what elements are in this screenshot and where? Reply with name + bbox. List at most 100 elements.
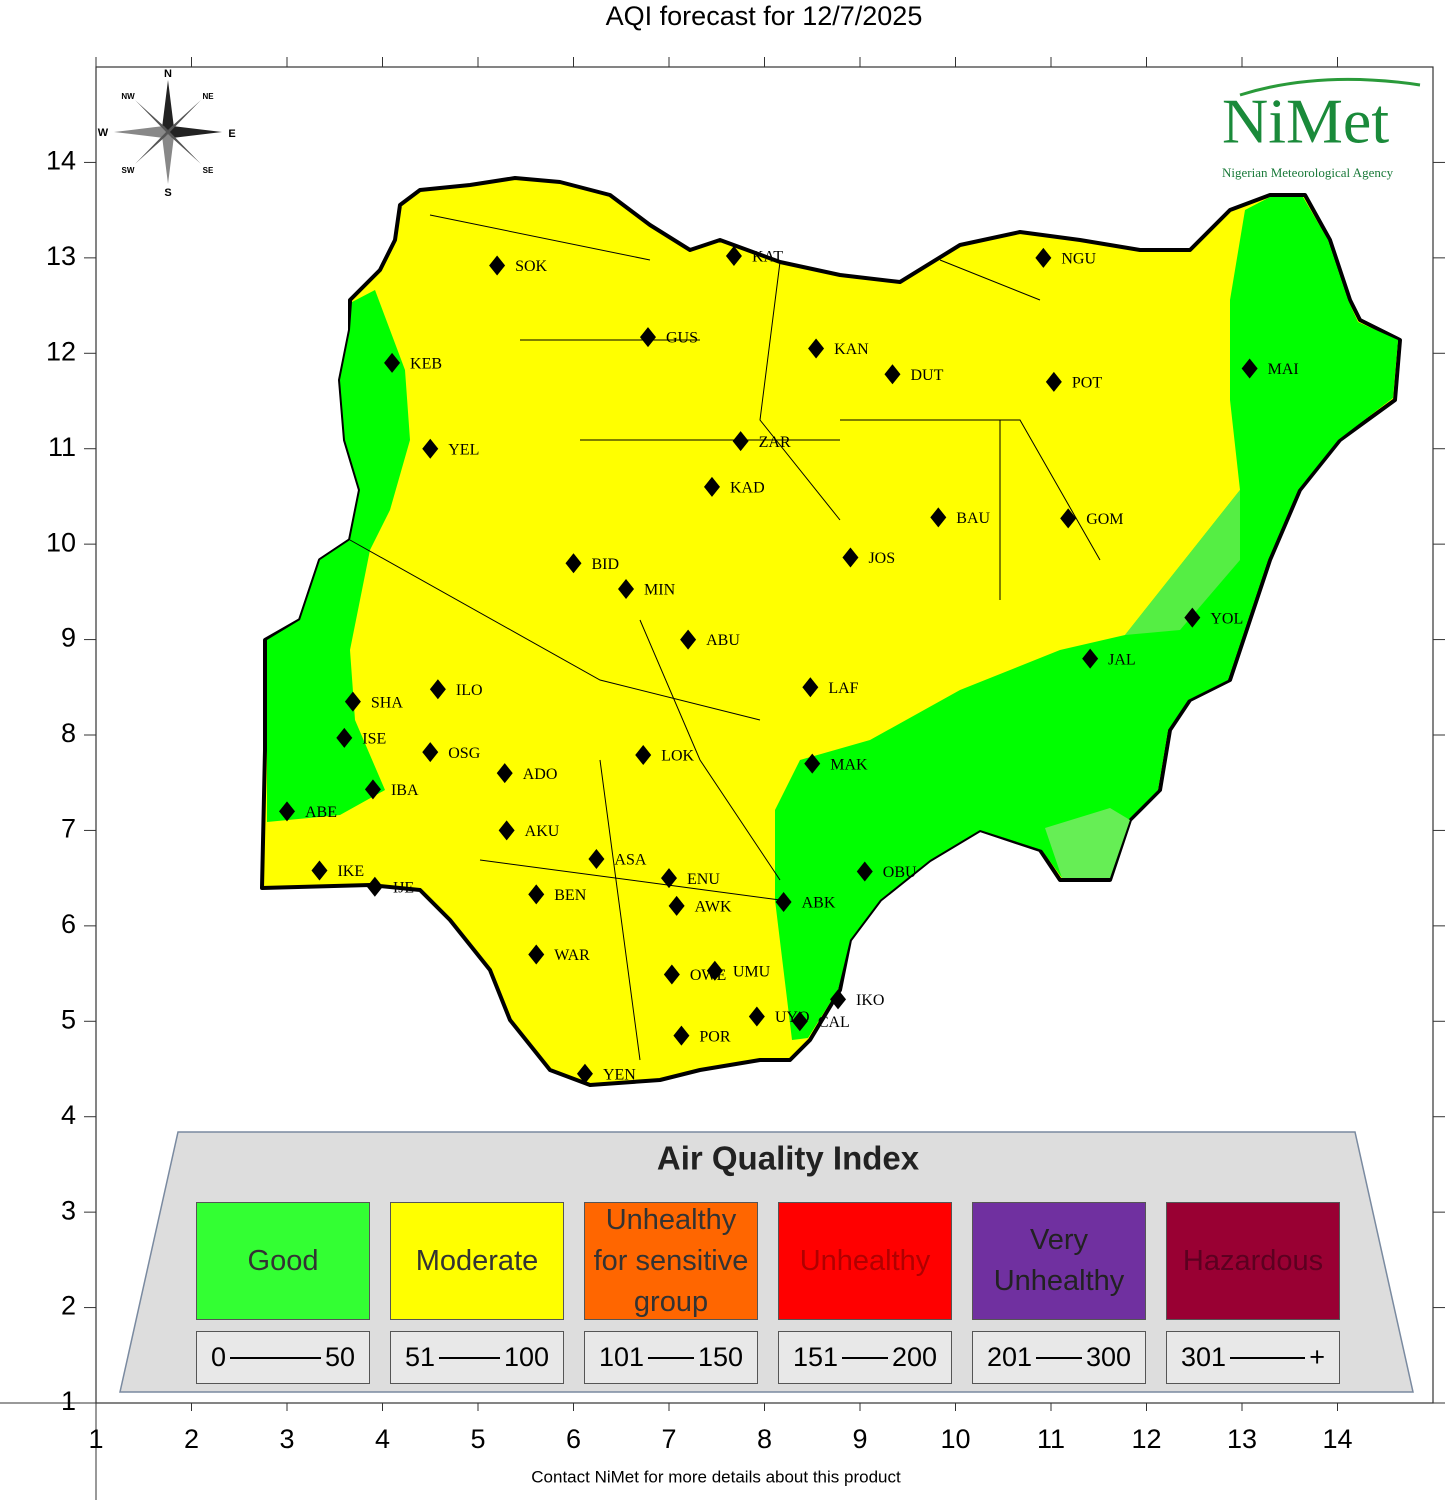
legend-swatch: Moderate xyxy=(390,1202,564,1320)
station-label: OBU xyxy=(883,864,917,881)
station xyxy=(618,578,635,599)
country xyxy=(260,176,1402,1087)
x-tick-label: 12 xyxy=(1131,1424,1161,1454)
station xyxy=(336,727,353,748)
range-value: 301 xyxy=(1181,1342,1227,1372)
station-label: JOS xyxy=(868,550,895,567)
legend-swatch: Unhealthy xyxy=(778,1202,952,1320)
station-label: ENU xyxy=(687,871,720,888)
legend-swatch: Hazardous xyxy=(1166,1202,1340,1320)
station-label: IKE xyxy=(337,863,364,880)
station-label: MAI xyxy=(1268,361,1299,378)
station xyxy=(1241,358,1258,379)
station-label: MIN xyxy=(644,582,676,599)
range-value: 50 xyxy=(324,1342,355,1372)
station xyxy=(680,629,697,650)
station-label: ISE xyxy=(362,731,386,748)
station-label: IBA xyxy=(391,782,419,799)
station-label: BAU xyxy=(956,510,990,527)
compass-label: SE xyxy=(203,166,214,175)
legend-range: 51 100 xyxy=(390,1331,564,1384)
x-tick-label: 3 xyxy=(279,1424,294,1454)
y-tick-label: 2 xyxy=(61,1291,76,1321)
station xyxy=(528,944,545,965)
range-value: 101 xyxy=(599,1342,645,1372)
station xyxy=(635,745,652,766)
station xyxy=(725,245,742,266)
station-label: AWK xyxy=(695,898,732,915)
y-tick-label: 9 xyxy=(61,623,76,653)
y-tick-label: 1 xyxy=(61,1386,76,1416)
station-label: IKO xyxy=(856,992,884,1009)
x-tick-label: 13 xyxy=(1227,1424,1257,1454)
range-value: 200 xyxy=(891,1342,937,1372)
station xyxy=(279,801,295,822)
compass-label: W xyxy=(98,127,109,139)
station-label: ADO xyxy=(523,766,558,783)
station xyxy=(663,964,680,985)
range-arrow xyxy=(1230,1356,1306,1359)
station-label: CAL xyxy=(818,1014,850,1031)
station xyxy=(804,753,821,774)
station-label: ILO xyxy=(456,682,483,699)
range-value: 300 xyxy=(1085,1342,1131,1372)
legend-range: 151 200 xyxy=(778,1331,952,1384)
compass-label: E xyxy=(228,128,235,140)
station-label: ABE xyxy=(305,804,337,821)
range-arrow xyxy=(842,1356,888,1359)
legend-panel xyxy=(119,1131,1414,1393)
range-value: 0 xyxy=(211,1342,227,1372)
station-label: OSG xyxy=(448,745,480,762)
logo: NiMet Nigerian Meteorological Agency xyxy=(1222,77,1421,180)
station xyxy=(344,691,361,712)
x-tick-label: 6 xyxy=(566,1424,581,1454)
station xyxy=(791,1011,808,1032)
title: AQI forecast for 12/7/2025 xyxy=(606,1,923,31)
station xyxy=(496,763,513,784)
station-label: YEL xyxy=(448,441,479,458)
station-label: KAD xyxy=(730,480,765,497)
station xyxy=(775,892,792,912)
station xyxy=(489,255,506,276)
y-tick-label: 6 xyxy=(61,909,76,939)
y-tick-label: 14 xyxy=(46,146,76,176)
legend-range: 101 150 xyxy=(584,1331,758,1384)
station xyxy=(429,679,446,700)
legend-swatch: Good xyxy=(196,1202,370,1320)
x-tick-label: 2 xyxy=(184,1424,199,1454)
x-tick-label: 11 xyxy=(1037,1424,1065,1454)
station-label: GUS xyxy=(666,330,698,347)
station xyxy=(703,476,720,497)
compass xyxy=(114,80,222,184)
station-label: YOL xyxy=(1210,610,1243,627)
station xyxy=(1035,247,1052,268)
range-value: 151 xyxy=(793,1342,839,1372)
station xyxy=(422,742,439,763)
station-label: UMU xyxy=(733,963,771,980)
station-label: SOK xyxy=(515,258,547,275)
y-tick-label: 5 xyxy=(61,1004,76,1034)
station-label: KEB xyxy=(410,356,442,373)
station xyxy=(884,364,901,385)
legend-range: 0 50 xyxy=(196,1331,370,1384)
station xyxy=(802,677,819,698)
legend-range: 301 + xyxy=(1166,1331,1340,1384)
compass-label: NW xyxy=(121,92,135,101)
station xyxy=(366,876,383,897)
range-arrow xyxy=(439,1356,500,1359)
y-tick-label: 11 xyxy=(48,432,76,462)
x-tick-label: 5 xyxy=(470,1424,485,1454)
station xyxy=(422,438,439,459)
station-label: MAK xyxy=(830,756,868,773)
station xyxy=(1045,371,1062,392)
y-tick-label: 4 xyxy=(61,1100,76,1130)
station-label: ABK xyxy=(802,895,836,912)
station xyxy=(576,1063,593,1084)
station xyxy=(842,547,859,568)
x-tick-label: 9 xyxy=(852,1424,867,1454)
station xyxy=(668,895,685,916)
footer: Contact NiMet for more details about thi… xyxy=(531,1467,901,1486)
x-tick-label: 7 xyxy=(661,1424,676,1454)
station-label: BEN xyxy=(554,887,586,904)
